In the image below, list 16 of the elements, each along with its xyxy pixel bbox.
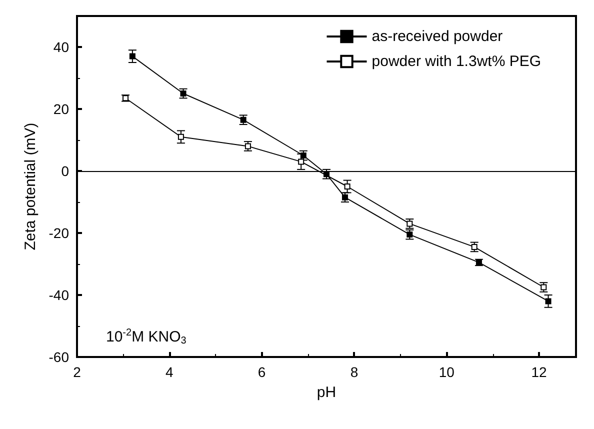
legend-label: powder with 1.3wt% PEG — [372, 53, 542, 70]
y-tick-label: -40 — [48, 287, 70, 303]
x-tick-label: 12 — [531, 364, 548, 380]
x-axis-title: pH — [316, 384, 336, 401]
x-tick-label: 8 — [350, 364, 358, 380]
x-tick-label: 2 — [73, 364, 82, 380]
y-axis-title: Zeta potential (mV) — [22, 122, 39, 250]
y-tick-label: 20 — [53, 101, 70, 117]
y-tick-label: 0 — [61, 163, 70, 179]
x-tick-label: 10 — [438, 364, 455, 380]
y-tick-label: -20 — [48, 225, 70, 241]
x-tick-label: 4 — [166, 364, 174, 380]
y-tick-label: 40 — [53, 39, 70, 55]
x-tick-label: 6 — [258, 364, 266, 380]
y-tick-label: -60 — [48, 349, 70, 365]
legend-label: as-received powder — [372, 28, 503, 45]
